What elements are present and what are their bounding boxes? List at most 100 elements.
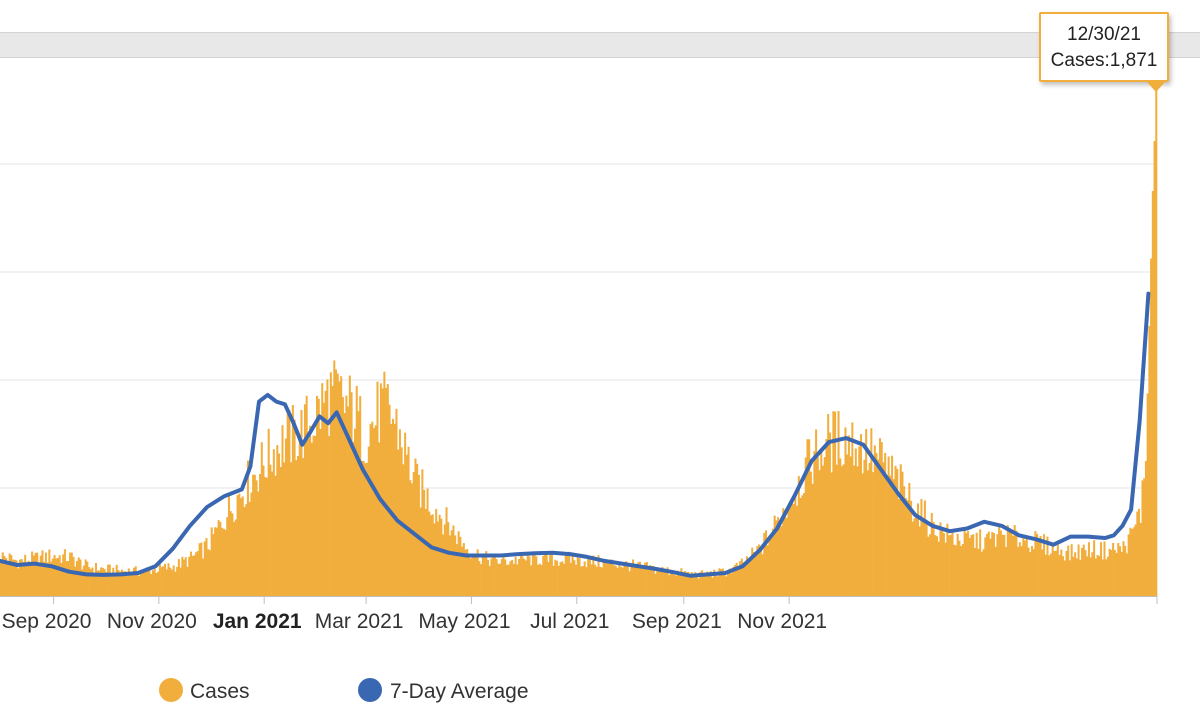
case-bar [347, 406, 350, 596]
case-bar [1003, 534, 1006, 596]
legend: Cases 7-Day Average [159, 678, 529, 703]
case-bar [208, 550, 211, 596]
case-bar [374, 425, 377, 596]
case-bar [10, 555, 13, 596]
case-bar [89, 568, 92, 596]
case-bar [1100, 542, 1103, 596]
case-bar [378, 442, 381, 596]
case-bar [675, 575, 678, 596]
case-bar [184, 557, 187, 596]
case-bar [1138, 508, 1141, 596]
case-bar [569, 562, 572, 596]
case-bar [1001, 534, 1004, 596]
case-bar [1046, 536, 1049, 596]
case-bar [1103, 541, 1106, 596]
case-bar [1043, 534, 1046, 596]
case-bar [676, 570, 679, 596]
case-bar [150, 574, 153, 596]
legend-average-marker[interactable] [358, 678, 382, 702]
case-bar [821, 465, 825, 596]
tooltip: 12/30/21 Cases:1,871 [1039, 12, 1169, 82]
case-bar [93, 572, 96, 596]
case-bar [537, 564, 540, 596]
case-bar [326, 379, 329, 596]
seven-day-average-line [0, 291, 1151, 578]
case-bar [654, 573, 657, 596]
case-bar [651, 565, 654, 596]
case-bar [531, 551, 534, 596]
case-bar [614, 565, 617, 596]
case-bar [1060, 549, 1063, 596]
case-bar [910, 500, 913, 596]
case-bar [689, 574, 692, 596]
legend-average-label[interactable]: 7-Day Average [390, 680, 529, 703]
case-bar [682, 575, 685, 596]
case-bar [799, 497, 802, 596]
case-bar [447, 522, 450, 596]
legend-cases-marker[interactable] [159, 678, 183, 702]
case-bar [935, 536, 938, 596]
case-bar [172, 565, 175, 596]
case-bar [794, 495, 797, 596]
case-bar [809, 471, 812, 596]
legend-cases-label[interactable]: Cases [190, 680, 250, 703]
case-bar [882, 462, 885, 596]
case-bar [108, 564, 111, 596]
case-bar [107, 564, 110, 596]
case-bar [255, 480, 258, 596]
case-bar [868, 462, 871, 596]
case-bar [1072, 556, 1075, 596]
case-bar [849, 456, 852, 596]
case-bar [504, 559, 507, 596]
case-bar [343, 413, 346, 596]
case-bar [706, 571, 709, 596]
case-bar [856, 466, 859, 596]
case-bar [942, 533, 945, 596]
case-bar [621, 567, 624, 596]
case-bar [176, 566, 179, 596]
case-bar [518, 558, 521, 596]
case-bar [1113, 550, 1116, 596]
case-bar [1067, 545, 1070, 596]
case-bar [820, 448, 823, 596]
case-bar [865, 429, 868, 596]
case-bar [1070, 544, 1073, 596]
case-bar [659, 571, 662, 596]
case-bar [112, 567, 115, 596]
case-bar [151, 570, 154, 596]
case-bar [124, 571, 127, 596]
case-bar [873, 445, 876, 596]
case-bar [892, 479, 895, 596]
case-bar [1037, 539, 1040, 596]
case-bar [50, 561, 53, 596]
case-bar [259, 474, 262, 596]
case-bar [861, 473, 864, 596]
case-bar [863, 459, 866, 596]
case-bar [1115, 552, 1118, 596]
case-bar [438, 514, 441, 596]
case-bar [911, 521, 914, 596]
case-bar [561, 561, 564, 596]
case-bar [1036, 533, 1039, 596]
case-bar [699, 571, 702, 596]
case-bar [701, 570, 704, 596]
case-bar [1127, 534, 1130, 596]
case-bar [597, 555, 600, 596]
case-bar [297, 455, 300, 596]
case-bar [181, 556, 184, 596]
case-bar [545, 552, 548, 596]
case-bar [979, 529, 982, 596]
case-bar [878, 438, 881, 596]
case-bar [29, 563, 32, 596]
case-bar [20, 559, 23, 596]
case-bar [813, 451, 816, 596]
case-bar [652, 565, 655, 596]
case-bar [1062, 556, 1065, 596]
case-bar [592, 555, 595, 596]
case-bar [376, 381, 379, 596]
case-bar [507, 564, 510, 596]
case-bar [12, 559, 15, 596]
case-bar [461, 546, 464, 596]
case-bar [122, 571, 125, 596]
